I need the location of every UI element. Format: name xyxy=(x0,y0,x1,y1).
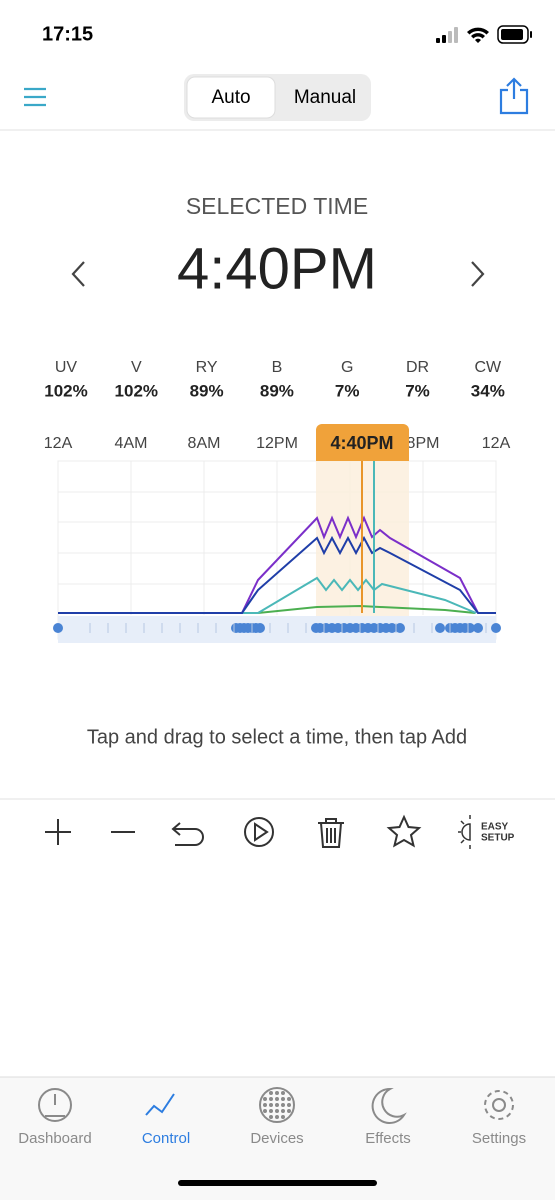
channel-row: UV 102% V 102% RY 89% B 89% G 7% DR 7% CW 34% xyxy=(44,359,505,400)
play-button[interactable] xyxy=(244,817,274,847)
dot xyxy=(269,1091,273,1095)
dot xyxy=(275,1103,279,1107)
next-button[interactable] xyxy=(471,261,485,287)
time-label: 12A xyxy=(482,435,511,452)
dot xyxy=(263,1097,267,1101)
settings-icon[interactable] xyxy=(484,1090,514,1120)
point xyxy=(473,623,483,633)
prev-button[interactable] xyxy=(71,261,85,287)
status-time: 17:15 xyxy=(42,23,93,45)
channel-value: 89% xyxy=(190,381,224,400)
chart-grid xyxy=(57,460,497,640)
dot xyxy=(275,1109,279,1113)
dot xyxy=(281,1097,285,1101)
point xyxy=(53,623,63,633)
tab-label[interactable]: Dashboard xyxy=(18,1130,91,1147)
control-icon[interactable] xyxy=(145,1093,175,1116)
channel-value: 34% xyxy=(471,381,505,400)
dot xyxy=(281,1103,285,1107)
tab-auto[interactable]: Auto xyxy=(211,87,250,108)
time-label: 8PM xyxy=(407,435,440,452)
selected-time: 4:40PM xyxy=(177,236,377,301)
time-axis: 12A 4AM 8AM 12PM 8PM 12A xyxy=(44,435,511,452)
channel-name: UV xyxy=(55,359,78,376)
dot xyxy=(281,1109,285,1113)
point xyxy=(435,623,445,633)
point xyxy=(387,623,397,633)
point xyxy=(491,623,501,633)
channel-value: 102% xyxy=(44,381,87,400)
dot xyxy=(269,1103,273,1107)
time-label: 4AM xyxy=(115,435,148,452)
dot xyxy=(275,1115,279,1119)
dot xyxy=(281,1115,285,1119)
dashboard-icon[interactable] xyxy=(38,1088,72,1122)
status-icons xyxy=(436,25,532,44)
easy-setup-label[interactable]: SETUP xyxy=(481,833,515,844)
channel-name: CW xyxy=(474,359,502,376)
hint: Tap and drag to select a time, then tap … xyxy=(87,726,467,748)
tab-label[interactable]: Devices xyxy=(250,1130,303,1147)
dot xyxy=(281,1091,285,1095)
home-indicator xyxy=(178,1180,377,1186)
channel-value: 7% xyxy=(335,381,360,400)
tab-label[interactable]: Control xyxy=(142,1130,190,1147)
tab-label[interactable]: Settings xyxy=(472,1130,526,1147)
points-track xyxy=(58,616,496,643)
effects-icon[interactable] xyxy=(371,1087,407,1124)
dot xyxy=(263,1109,267,1113)
undo-button[interactable] xyxy=(171,822,204,846)
dot xyxy=(269,1097,273,1101)
menu-button[interactable] xyxy=(24,87,46,107)
devices-icon[interactable] xyxy=(259,1087,295,1123)
favorite-button[interactable] xyxy=(386,814,422,848)
dot xyxy=(287,1097,291,1101)
channel-name: RY xyxy=(196,359,218,376)
selected-badge-label: 4:40PM xyxy=(330,433,393,453)
easy-setup-icon[interactable] xyxy=(458,815,471,849)
channel-name: G xyxy=(341,359,353,376)
selected-time-label: SELECTED TIME xyxy=(186,193,368,219)
dot xyxy=(275,1097,279,1101)
channel-name: DR xyxy=(406,359,429,376)
easy-setup-label[interactable]: EASY xyxy=(481,822,509,833)
time-label: 12A xyxy=(44,435,73,452)
dot xyxy=(269,1115,273,1119)
channel-value: 89% xyxy=(260,381,294,400)
tab-labels: Dashboard Control Devices Effects Settings xyxy=(18,1130,526,1147)
channel-value: 102% xyxy=(115,381,158,400)
dot xyxy=(287,1103,291,1107)
share-button[interactable] xyxy=(499,77,529,115)
channel-value: 7% xyxy=(405,381,430,400)
tab-label[interactable]: Effects xyxy=(365,1130,411,1147)
timeline-points[interactable] xyxy=(53,623,501,633)
channel-name: V xyxy=(131,359,142,376)
dot xyxy=(287,1109,291,1113)
add-button[interactable] xyxy=(45,819,71,845)
point xyxy=(395,623,405,633)
dot xyxy=(275,1091,279,1095)
dot xyxy=(269,1109,273,1113)
tab-auto-bg[interactable] xyxy=(186,76,276,119)
selected-badge xyxy=(316,424,409,461)
dot xyxy=(263,1103,267,1107)
time-label: 12PM xyxy=(256,435,298,452)
delete-button[interactable] xyxy=(318,818,344,848)
devices-dots xyxy=(263,1091,291,1119)
tab-manual[interactable]: Manual xyxy=(294,87,356,108)
point xyxy=(255,623,265,633)
time-label: 8AM xyxy=(188,435,221,452)
chart-lines xyxy=(58,461,496,614)
channel-name: B xyxy=(272,359,283,376)
